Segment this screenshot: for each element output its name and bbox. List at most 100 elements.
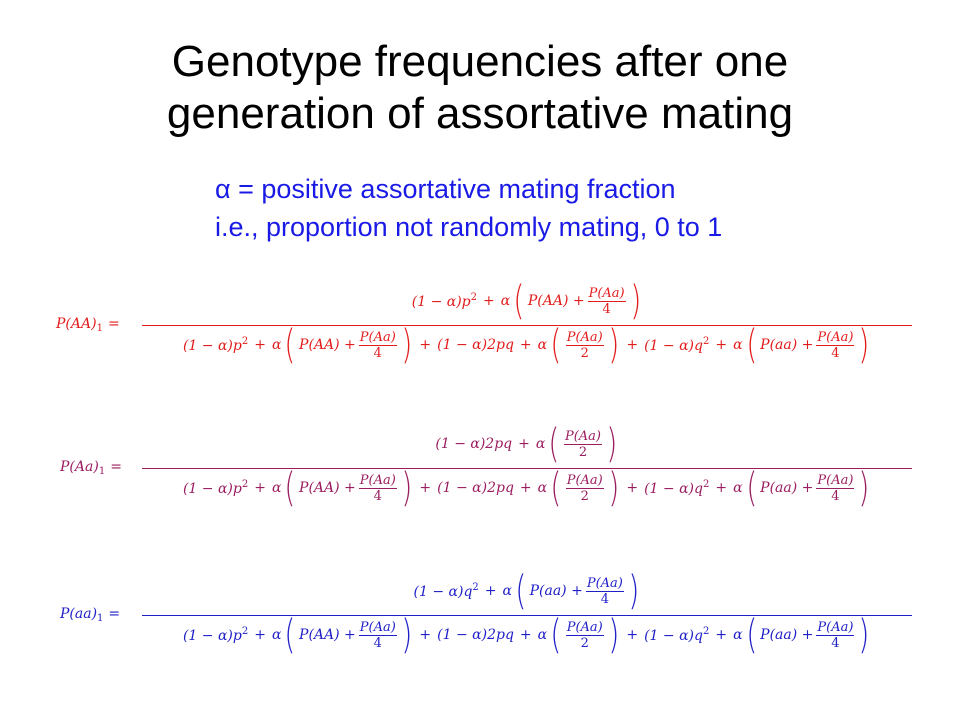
right-paren: )	[608, 612, 620, 658]
numerator-Aa: (1 − α)2pq + α(P(Aa) 2)	[142, 421, 912, 467]
alpha: α	[502, 583, 512, 599]
left-paren: (	[550, 612, 562, 658]
plus-sign: +	[254, 337, 266, 353]
inline-fraction: P(Aa) 4	[816, 330, 855, 361]
inline-fraction: P(Aa) 4	[358, 330, 397, 361]
numerator-AA: (1 − α)p2 + α(P(AA) + P(Aa) 4)	[142, 278, 912, 324]
subscript: 1	[96, 323, 103, 334]
alpha: α	[733, 627, 743, 643]
fraction-numerator: P(Aa)	[563, 428, 602, 445]
definition-text: = positive assortative mating fraction	[230, 174, 676, 204]
fraction-bar	[142, 325, 912, 326]
title-line-2: generation of assortative mating	[166, 89, 794, 138]
fraction-numerator: P(Aa)	[358, 472, 397, 489]
alpha: α	[537, 337, 548, 353]
alpha: α	[271, 337, 282, 353]
fraction-numerator: P(Aa)	[585, 575, 624, 592]
left-paren: (	[513, 278, 525, 324]
inline-fraction: P(Aa) 4	[587, 285, 626, 317]
right-paren: )	[401, 465, 413, 511]
heterozygote-term: (1 − α)2pq	[437, 627, 514, 643]
numerator-expression: (1 − α)q2 + α(P(aa) + P(Aa) 4)	[413, 568, 642, 614]
alpha: α	[271, 627, 282, 643]
right-paren: )	[606, 421, 618, 467]
denominator-AA: (1 − α)p2 + α(P(AA) + P(Aa) 4) + (1 − α)2pq + α(…	[142, 322, 912, 368]
genotype-term: P(aa) +	[760, 480, 814, 496]
right-paren: )	[858, 322, 870, 368]
heterozygote-term: (1 − α)2pq	[437, 337, 514, 353]
squared-term: (1 − α)q2	[644, 626, 710, 644]
fraction-numerator: P(Aa)	[587, 285, 626, 302]
plus-sign: +	[484, 583, 497, 599]
alpha: α	[500, 293, 511, 309]
right-paren: )	[858, 465, 870, 511]
fraction-denominator: 4	[831, 488, 840, 504]
fraction-denominator: 2	[580, 345, 589, 361]
left-paren: (	[515, 568, 527, 614]
right-paren: )	[608, 465, 620, 511]
slide-title: Genotype frequencies after one generatio…	[0, 36, 960, 140]
left-paren: (	[284, 612, 296, 658]
exponent: 2	[241, 479, 249, 490]
fraction-denominator: 4	[602, 301, 611, 317]
definition-line-1: α = positive assortative mating fraction	[215, 170, 722, 208]
alpha-symbol: α	[215, 174, 231, 204]
squared-term: (1 − α)q2	[644, 479, 710, 497]
fraction-denominator: 2	[578, 444, 588, 460]
genotype-term: P(AA) +	[299, 337, 356, 353]
lhs-AA: P(AA)1 =	[56, 316, 125, 334]
alpha: α	[535, 436, 546, 452]
squared-term: (1 − α)p2	[182, 479, 249, 497]
heterozygote-term: (1 − α)2pq	[435, 436, 513, 452]
left-paren: (	[550, 322, 562, 368]
alpha: α	[537, 480, 548, 496]
left-paren: (	[284, 322, 296, 368]
fraction-bar	[142, 468, 912, 469]
right-paren: )	[628, 568, 640, 614]
plus-sign: +	[626, 480, 639, 496]
plus-sign: +	[254, 627, 266, 643]
equation-Aa: P(Aa)1 = (1 − α)2pq + α(P(Aa) 2) (1 − α)p2 + α(P…	[0, 424, 960, 553]
exponent: 2	[702, 479, 710, 490]
inline-fraction: P(Aa) 4	[816, 620, 855, 651]
left-paren: (	[745, 465, 757, 511]
right-paren: )	[858, 612, 870, 658]
lhs-aa: P(aa)1 =	[60, 606, 125, 624]
numerator-expression: (1 − α)2pq + α(P(Aa) 2)	[434, 421, 619, 467]
alpha: α	[537, 627, 548, 643]
denominator-expression: (1 − α)p2 + α(P(AA) + P(Aa) 4) + (1 − α)2pq + α(…	[182, 612, 872, 658]
definition-line-2: i.e., proportion not randomly mating, 0 …	[215, 212, 723, 242]
fraction-numerator: P(Aa)	[565, 472, 604, 489]
squared-term: (1 − α)p2	[411, 292, 478, 310]
denominator-expression: (1 − α)p2 + α(P(AA) + P(Aa) 4) + (1 − α)2pq + α(…	[182, 465, 872, 511]
left-paren: (	[548, 421, 560, 467]
numerator-aa: (1 − α)q2 + α(P(aa) + P(Aa) 4)	[142, 568, 912, 614]
right-paren: )	[608, 322, 620, 368]
genotype-term: P(AA) +	[299, 627, 356, 643]
title-line-1: Genotype frequencies after one	[171, 37, 789, 86]
squared-term: (1 − α)p2	[182, 336, 249, 354]
inline-fraction: P(Aa) 2	[565, 619, 604, 651]
genotype-term: P(AA) +	[299, 480, 356, 496]
plus-sign: +	[519, 627, 532, 643]
fraction-denominator: 4	[600, 591, 609, 607]
plus-sign: +	[419, 627, 432, 643]
fraction-numerator: P(Aa)	[816, 472, 855, 489]
exponent: 2	[702, 626, 710, 637]
genotype-term: P(aa) +	[529, 583, 583, 599]
numerator-expression: (1 − α)p2 + α(P(AA) + P(Aa) 4)	[411, 278, 643, 324]
fraction-denominator: 4	[373, 345, 382, 361]
plus-sign: +	[519, 337, 532, 353]
plus-sign: +	[519, 480, 532, 496]
plus-sign: +	[518, 436, 530, 452]
fraction-denominator: 2	[580, 488, 589, 504]
alpha: α	[271, 480, 282, 496]
right-paren: )	[401, 322, 413, 368]
fraction-denominator: 4	[831, 345, 840, 361]
fraction-denominator: 2	[580, 635, 589, 651]
subscript: 1	[98, 466, 106, 477]
left-paren: (	[284, 465, 296, 511]
fraction-numerator: P(Aa)	[565, 329, 604, 346]
equation-aa: P(aa)1 = (1 − α)q2 + α(P(aa) + P(Aa) 4) (1 − α)…	[0, 571, 960, 700]
fraction-numerator: P(Aa)	[565, 619, 604, 636]
